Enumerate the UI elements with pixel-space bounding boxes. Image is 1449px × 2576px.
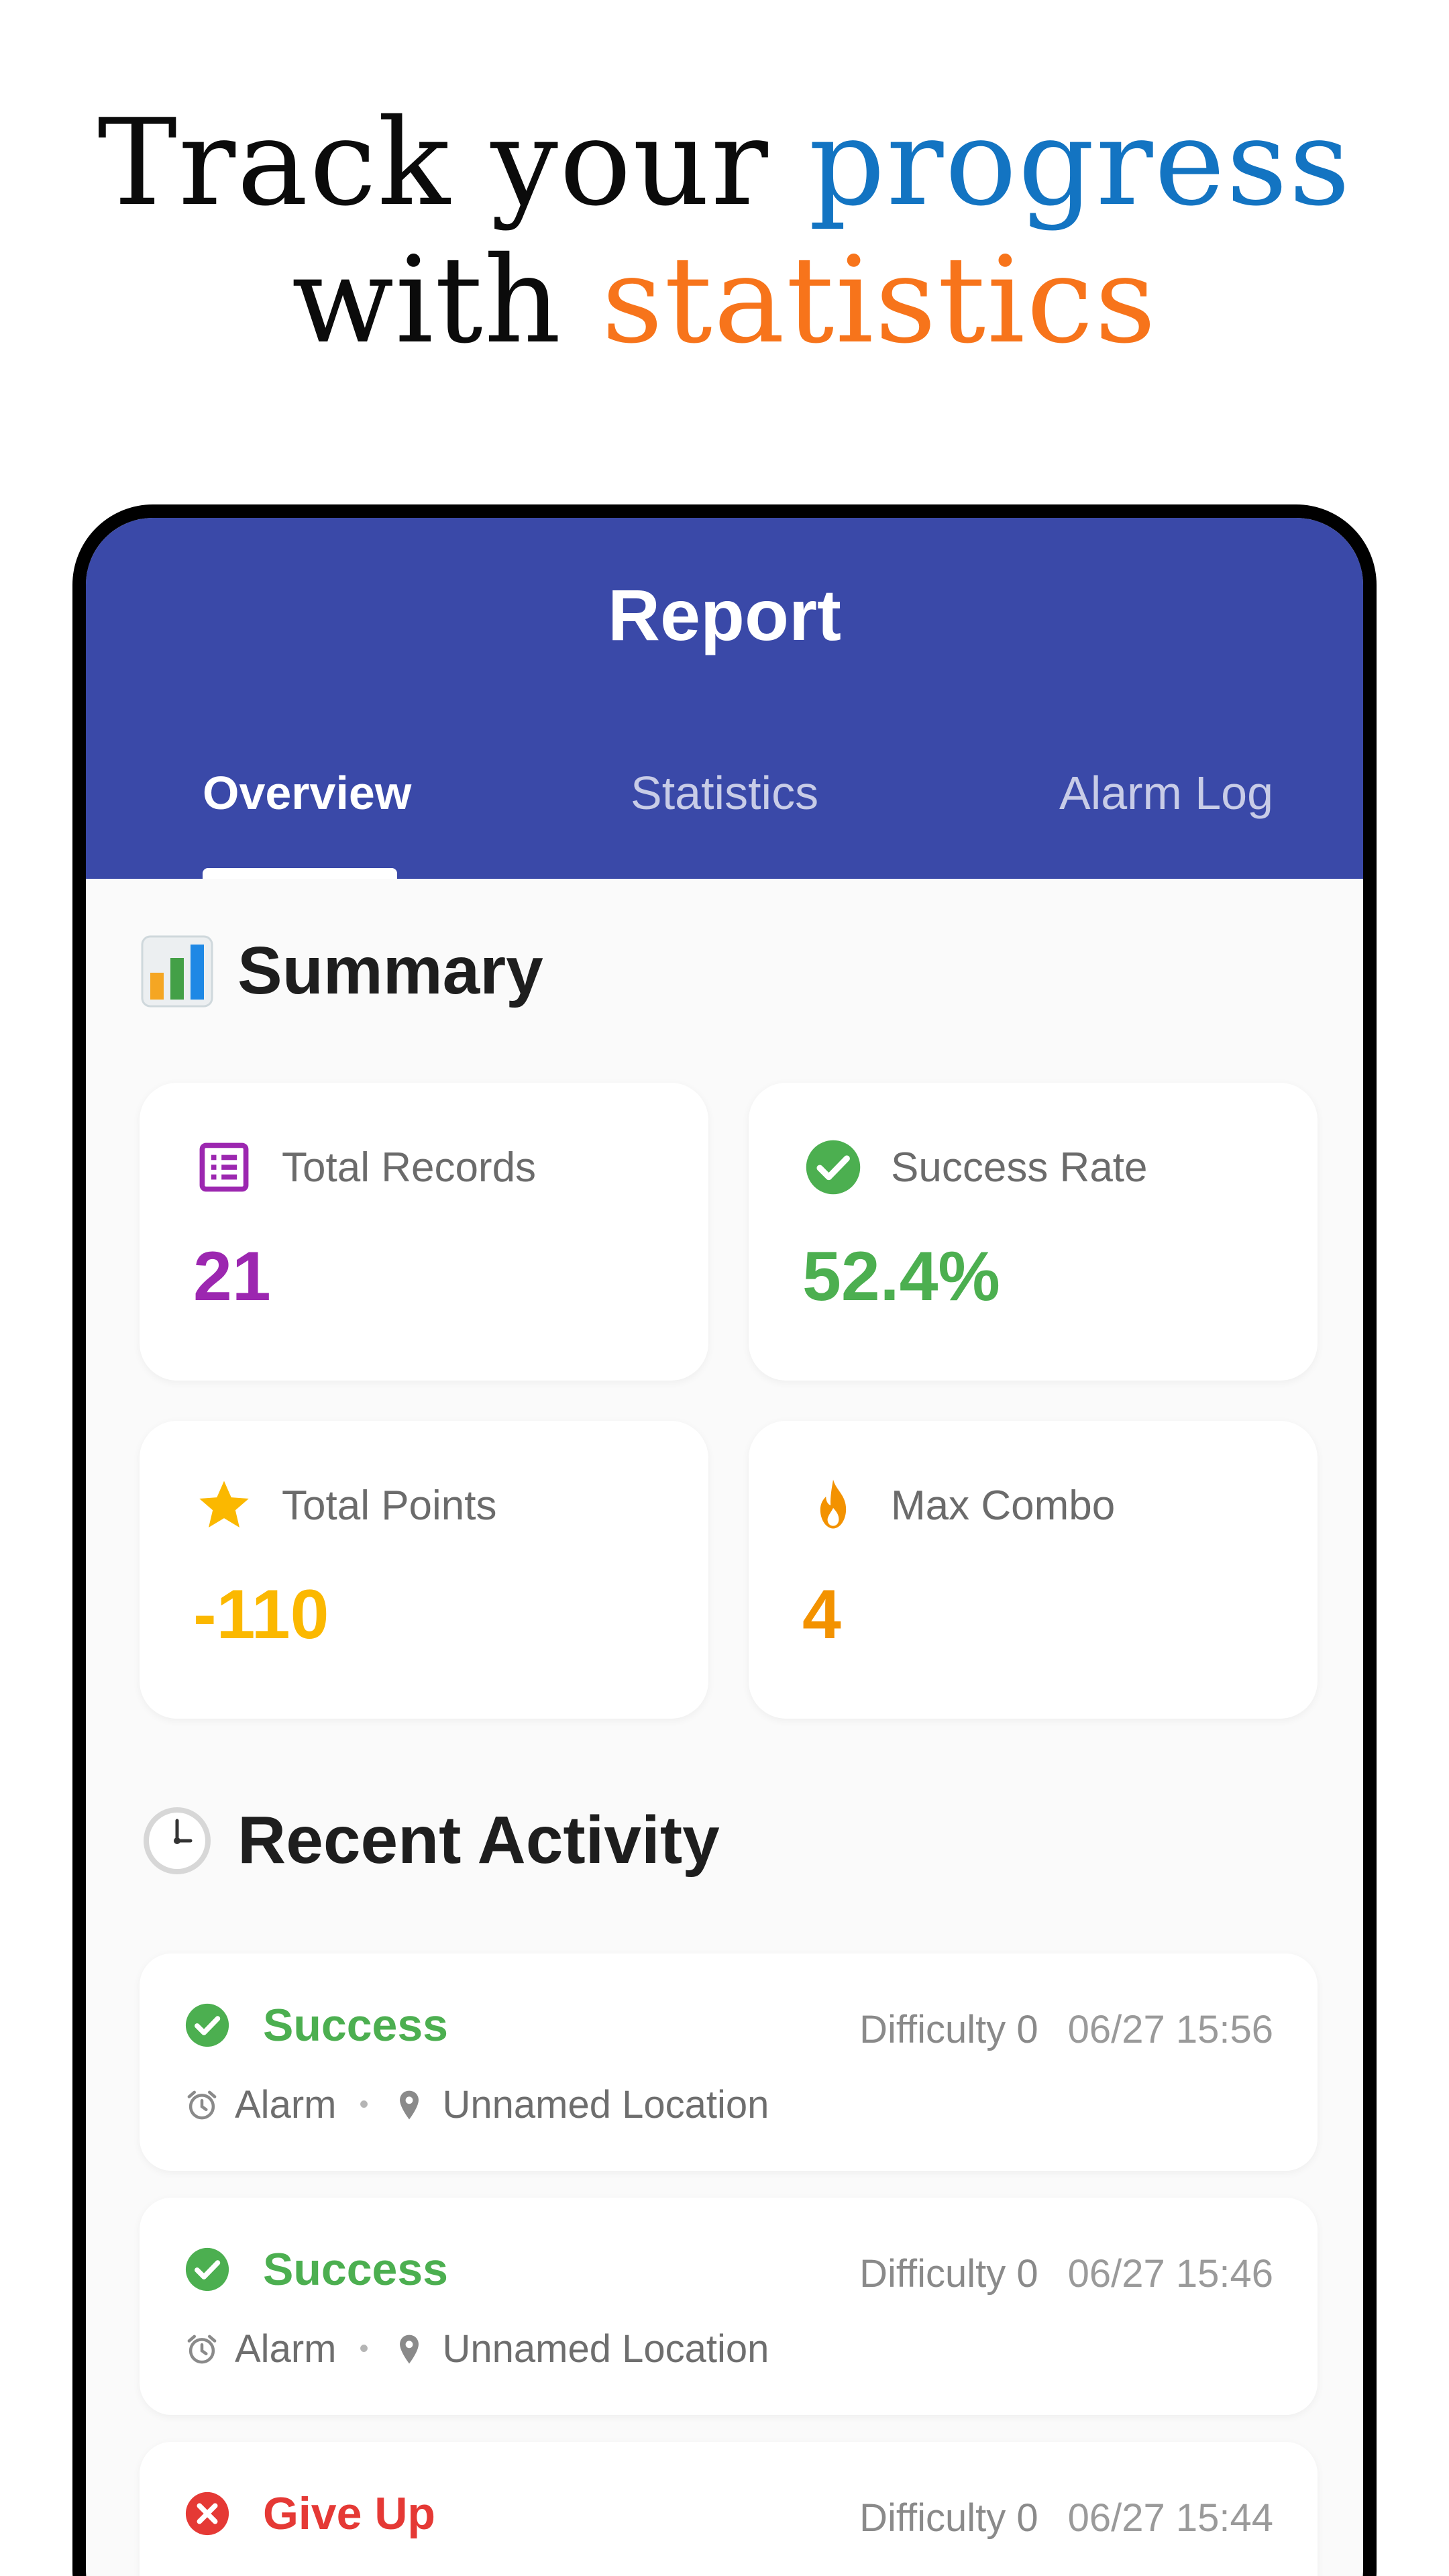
- total-points-card: Total Points -110: [140, 1421, 708, 1719]
- activity-type: Alarm: [235, 2327, 337, 2371]
- summary-heading: Summary: [140, 932, 543, 1010]
- total-points-value: -110: [193, 1576, 329, 1654]
- star-icon: [199, 1481, 249, 1527]
- tab-statistics[interactable]: Statistics: [631, 767, 819, 819]
- status-label: Success: [263, 2000, 448, 2051]
- fire-icon: [820, 1479, 847, 1529]
- status-label: Give Up: [263, 2488, 435, 2539]
- clock-emoji-icon: [144, 1807, 211, 1874]
- card-label: Total Records: [282, 1144, 537, 1191]
- card-header: Max Combo: [802, 1474, 1115, 1536]
- summary-title: Summary: [237, 933, 543, 1008]
- location-pin-icon: [400, 2090, 419, 2119]
- card-label: Total Points: [282, 1482, 497, 1529]
- activity-meta: Alarm • Unnamed Location: [184, 2326, 769, 2371]
- card-label: Max Combo: [891, 1482, 1116, 1529]
- page-title: Report: [608, 574, 841, 655]
- activity-item[interactable]: Success Difficulty 0 06/27 15:46 Alarm • …: [140, 2198, 1318, 2415]
- card-header: Total Records: [193, 1136, 536, 1198]
- headline-line-1: Track your progress: [0, 94, 1449, 231]
- tab-bar: Overview Statistics Alarm Log: [86, 766, 1363, 879]
- app-bar: Report Overview Statistics Alarm Log: [86, 518, 1363, 879]
- activity-item[interactable]: Success Difficulty 0 06/27 15:56 Alarm • …: [140, 1953, 1318, 2171]
- activity-time: 06/27 15:44: [1067, 2496, 1273, 2540]
- check-circle-icon: [806, 1140, 861, 1195]
- phone-frame: Report Overview Statistics Alarm Log Sum…: [72, 504, 1377, 2576]
- alarm-clock-icon: [187, 2334, 217, 2363]
- card-header: Total Points: [193, 1474, 497, 1536]
- status-label: Success: [263, 2244, 448, 2295]
- headline-highlight-statistics: statistics: [601, 231, 1158, 370]
- cancel-circle-icon: [185, 2491, 229, 2536]
- activity-status: Give Up: [184, 2487, 435, 2540]
- activity-status: Success: [184, 2243, 448, 2296]
- activity-type: Alarm: [235, 2083, 337, 2127]
- max-combo-card: Max Combo 4: [749, 1421, 1318, 1719]
- recent-activity-title: Recent Activity: [237, 1803, 720, 1878]
- card-label: Success Rate: [891, 1144, 1148, 1191]
- tab-alarm-log[interactable]: Alarm Log: [1059, 767, 1274, 819]
- activity-info: Difficulty 0 06/27 15:44: [859, 2496, 1273, 2540]
- alarm-clock-icon: [187, 2090, 217, 2119]
- activity-info: Difficulty 0 06/27 15:56: [859, 2007, 1273, 2052]
- activity-location: Unnamed Location: [442, 2571, 769, 2576]
- activity-location: Unnamed Location: [442, 2083, 769, 2127]
- headline-text: with: [291, 231, 602, 370]
- check-circle-icon: [185, 2247, 229, 2292]
- activity-info: Difficulty 0 06/27 15:46: [859, 2251, 1273, 2296]
- activity-time: 06/27 15:56: [1067, 2008, 1273, 2051]
- headline-text: Track your: [97, 93, 809, 232]
- check-circle-icon: [185, 2003, 229, 2047]
- activity-type: Alarm: [235, 2571, 336, 2576]
- list-icon: [199, 1142, 249, 1192]
- recent-activity-heading: Recent Activity: [140, 1802, 720, 1879]
- activity-status: Success: [184, 1999, 448, 2051]
- total-records-card: Total Records 21: [140, 1083, 708, 1381]
- difficulty-label: Difficulty 0: [859, 2008, 1038, 2051]
- activity-item[interactable]: Give Up Difficulty 0 06/27 15:44 Alarm • …: [140, 2442, 1318, 2576]
- activity-time: 06/27 15:46: [1067, 2252, 1273, 2296]
- marketing-headline: Track your progress with statistics: [0, 94, 1449, 369]
- success-rate-value: 52.4%: [802, 1238, 1000, 1316]
- location-pin-icon: [400, 2334, 419, 2363]
- difficulty-label: Difficulty 0: [859, 2252, 1038, 2296]
- card-header: Success Rate: [802, 1136, 1148, 1198]
- headline-highlight-progress: progress: [808, 93, 1352, 232]
- activity-meta: Alarm • Unnamed Location: [184, 2082, 769, 2127]
- difficulty-label: Difficulty 0: [859, 2496, 1038, 2540]
- bar-chart-emoji-icon: [141, 935, 213, 1007]
- activity-location: Unnamed Location: [442, 2327, 769, 2371]
- headline-line-2: with statistics: [0, 231, 1449, 369]
- active-tab-indicator: [203, 868, 397, 879]
- success-rate-card: Success Rate 52.4%: [749, 1083, 1318, 1381]
- separator-dot: •: [359, 2090, 369, 2119]
- tab-overview[interactable]: Overview: [203, 767, 412, 819]
- activity-meta: Alarm • Unnamed Location: [184, 2571, 769, 2576]
- total-records-value: 21: [193, 1238, 271, 1316]
- max-combo-value: 4: [802, 1576, 841, 1654]
- separator-dot: •: [359, 2334, 369, 2363]
